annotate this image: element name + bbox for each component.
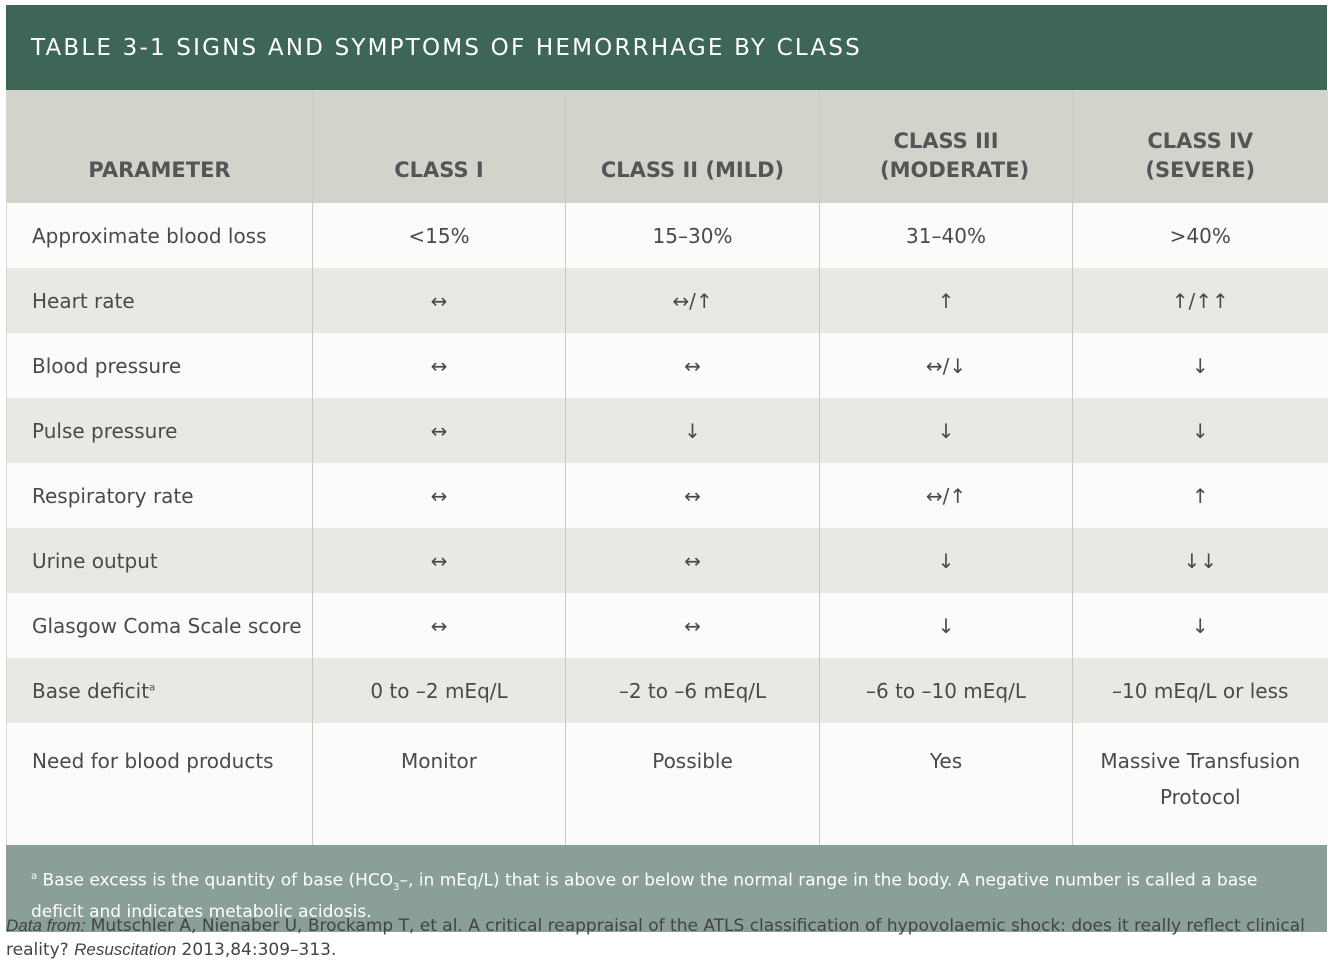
class-3-cell: ↔/↑ [819, 463, 1073, 528]
parameter-cell: Approximate blood loss [6, 203, 313, 268]
table-row: Pulse pressure ↔ ↓ ↓ ↓ [6, 398, 1328, 463]
parameter-label: Respiratory rate [32, 483, 194, 508]
class-3-cell: ↓ [819, 528, 1073, 593]
class-4-cell: ↓↓ [1072, 528, 1328, 593]
footnote-marker: a [31, 871, 38, 882]
class-1-cell: ↔ [312, 398, 566, 463]
class-3-cell: ↓ [819, 398, 1073, 463]
class-2-cell: ↔ [565, 463, 820, 528]
class-2-cell: ↔/↑ [565, 268, 820, 333]
parameter-label: Blood pressure [32, 353, 182, 378]
citation-text: Mutschler A, Nienaber U, Brockamp T, et … [6, 916, 1305, 960]
parameter-cell: Heart rate [6, 268, 313, 333]
parameter-cell: Urine output [6, 528, 313, 593]
parameter-cell: Glasgow Coma Scale score [6, 593, 313, 658]
class-4-cell: ↓ [1072, 333, 1328, 398]
class-4-cell: Massive Transfusion Protocol [1072, 723, 1328, 845]
footnote-ref: a [149, 681, 156, 693]
parameter-cell: Need for blood products [6, 723, 313, 845]
class-2-cell: 15–30% [565, 203, 820, 268]
class-2-cell: ↔ [565, 593, 820, 658]
hemorrhage-table-figure: TABLE 3-1 SIGNS AND SYMPTOMS OF HEMORRHA… [6, 5, 1328, 932]
class-1-cell: ↔ [312, 593, 566, 658]
class-2-cell: Possible [565, 723, 820, 845]
class-1-cell: ↔ [312, 463, 566, 528]
footnote-text-cont: –, in mEq/L) that is above or below the … [31, 870, 1258, 923]
footnote: a Base excess is the quantity of base (H… [6, 845, 1327, 932]
parameter-label: Glasgow Coma Scale score [32, 613, 302, 638]
citation-details: 2013,84:309–313. [176, 940, 337, 960]
header-class-4: CLASS IV (SEVERE) [1072, 90, 1328, 203]
table-row: Respiratory rate ↔ ↔ ↔/↑ ↑ [6, 463, 1328, 528]
table-row: Glasgow Coma Scale score ↔ ↔ ↓ ↓ [6, 593, 1328, 658]
class-4-cell: ↑ [1072, 463, 1328, 528]
class-1-cell: Monitor [312, 723, 566, 845]
class-1-cell: <15% [312, 203, 566, 268]
class-1-cell: ↔ [312, 268, 566, 333]
table-row: Blood pressure ↔ ↔ ↔/↓ ↓ [6, 333, 1328, 398]
class-4-cell: ↑/↑↑ [1072, 268, 1328, 333]
parameter-label: Approximate blood loss [32, 223, 267, 248]
parameter-label: Pulse pressure [32, 418, 178, 443]
table-row: Need for blood products Monitor Possible Ye… [6, 723, 1328, 845]
header-row: PARAMETER CLASS I CLASS II (MILD) CLASS … [6, 90, 1328, 203]
table-title: TABLE 3-1 SIGNS AND SYMPTOMS OF HEMORRHA… [6, 5, 1327, 90]
hemorrhage-class-table: PARAMETER CLASS I CLASS II (MILD) CLASS … [6, 90, 1328, 845]
table-row: Base deficita 0 to –2 mEq/L –2 to –6 mEq/L… [6, 658, 1328, 723]
parameter-label: Need for blood products [32, 749, 274, 773]
class-3-cell: ↑ [819, 268, 1073, 333]
class-4-cell: –10 mEq/L or less [1072, 658, 1328, 723]
class-1-cell: 0 to –2 mEq/L [312, 658, 566, 723]
footnote-text: Base excess is the quantity of base (HCO [37, 870, 394, 891]
class-2-cell: ↓ [565, 398, 820, 463]
table-row: Heart rate ↔ ↔/↑ ↑ ↑/↑↑ [6, 268, 1328, 333]
citation: Data from: Mutschler A, Nienaber U, Broc… [6, 914, 1326, 962]
parameter-cell: Base deficita [6, 658, 313, 723]
parameter-label: Base deficit [32, 678, 150, 703]
class-3-cell: 31–40% [819, 203, 1073, 268]
class-1-cell: ↔ [312, 528, 566, 593]
footnote-subscript: 3 [393, 882, 400, 894]
table-row: Approximate blood loss <15% 15–30% 31–40% >4… [6, 203, 1328, 268]
class-3-cell: ↓ [819, 593, 1073, 658]
class-4-cell: ↓ [1072, 398, 1328, 463]
class-2-cell: ↔ [565, 333, 820, 398]
class-1-cell: ↔ [312, 333, 566, 398]
parameter-cell: Blood pressure [6, 333, 313, 398]
header-class-3: CLASS III (MODERATE) [819, 90, 1073, 203]
citation-journal: Resuscitation [74, 940, 177, 959]
class-3-cell: –6 to –10 mEq/L [819, 658, 1073, 723]
header-class-2: CLASS II (MILD) [565, 90, 820, 203]
parameter-label: Heart rate [32, 288, 135, 313]
class-2-cell: –2 to –6 mEq/L [565, 658, 820, 723]
header-class-1: CLASS I [312, 90, 566, 203]
citation-label: Data from: [6, 916, 86, 935]
class-4-cell: ↓ [1072, 593, 1328, 658]
class-3-cell: ↔/↓ [819, 333, 1073, 398]
class-4-cell: >40% [1072, 203, 1328, 268]
parameter-label: Urine output [32, 548, 158, 573]
class-3-cell: Yes [819, 723, 1073, 845]
parameter-cell: Respiratory rate [6, 463, 313, 528]
class-2-cell: ↔ [565, 528, 820, 593]
parameter-cell: Pulse pressure [6, 398, 313, 463]
table-row: Urine output ↔ ↔ ↓ ↓↓ [6, 528, 1328, 593]
header-parameter: PARAMETER [6, 90, 313, 203]
